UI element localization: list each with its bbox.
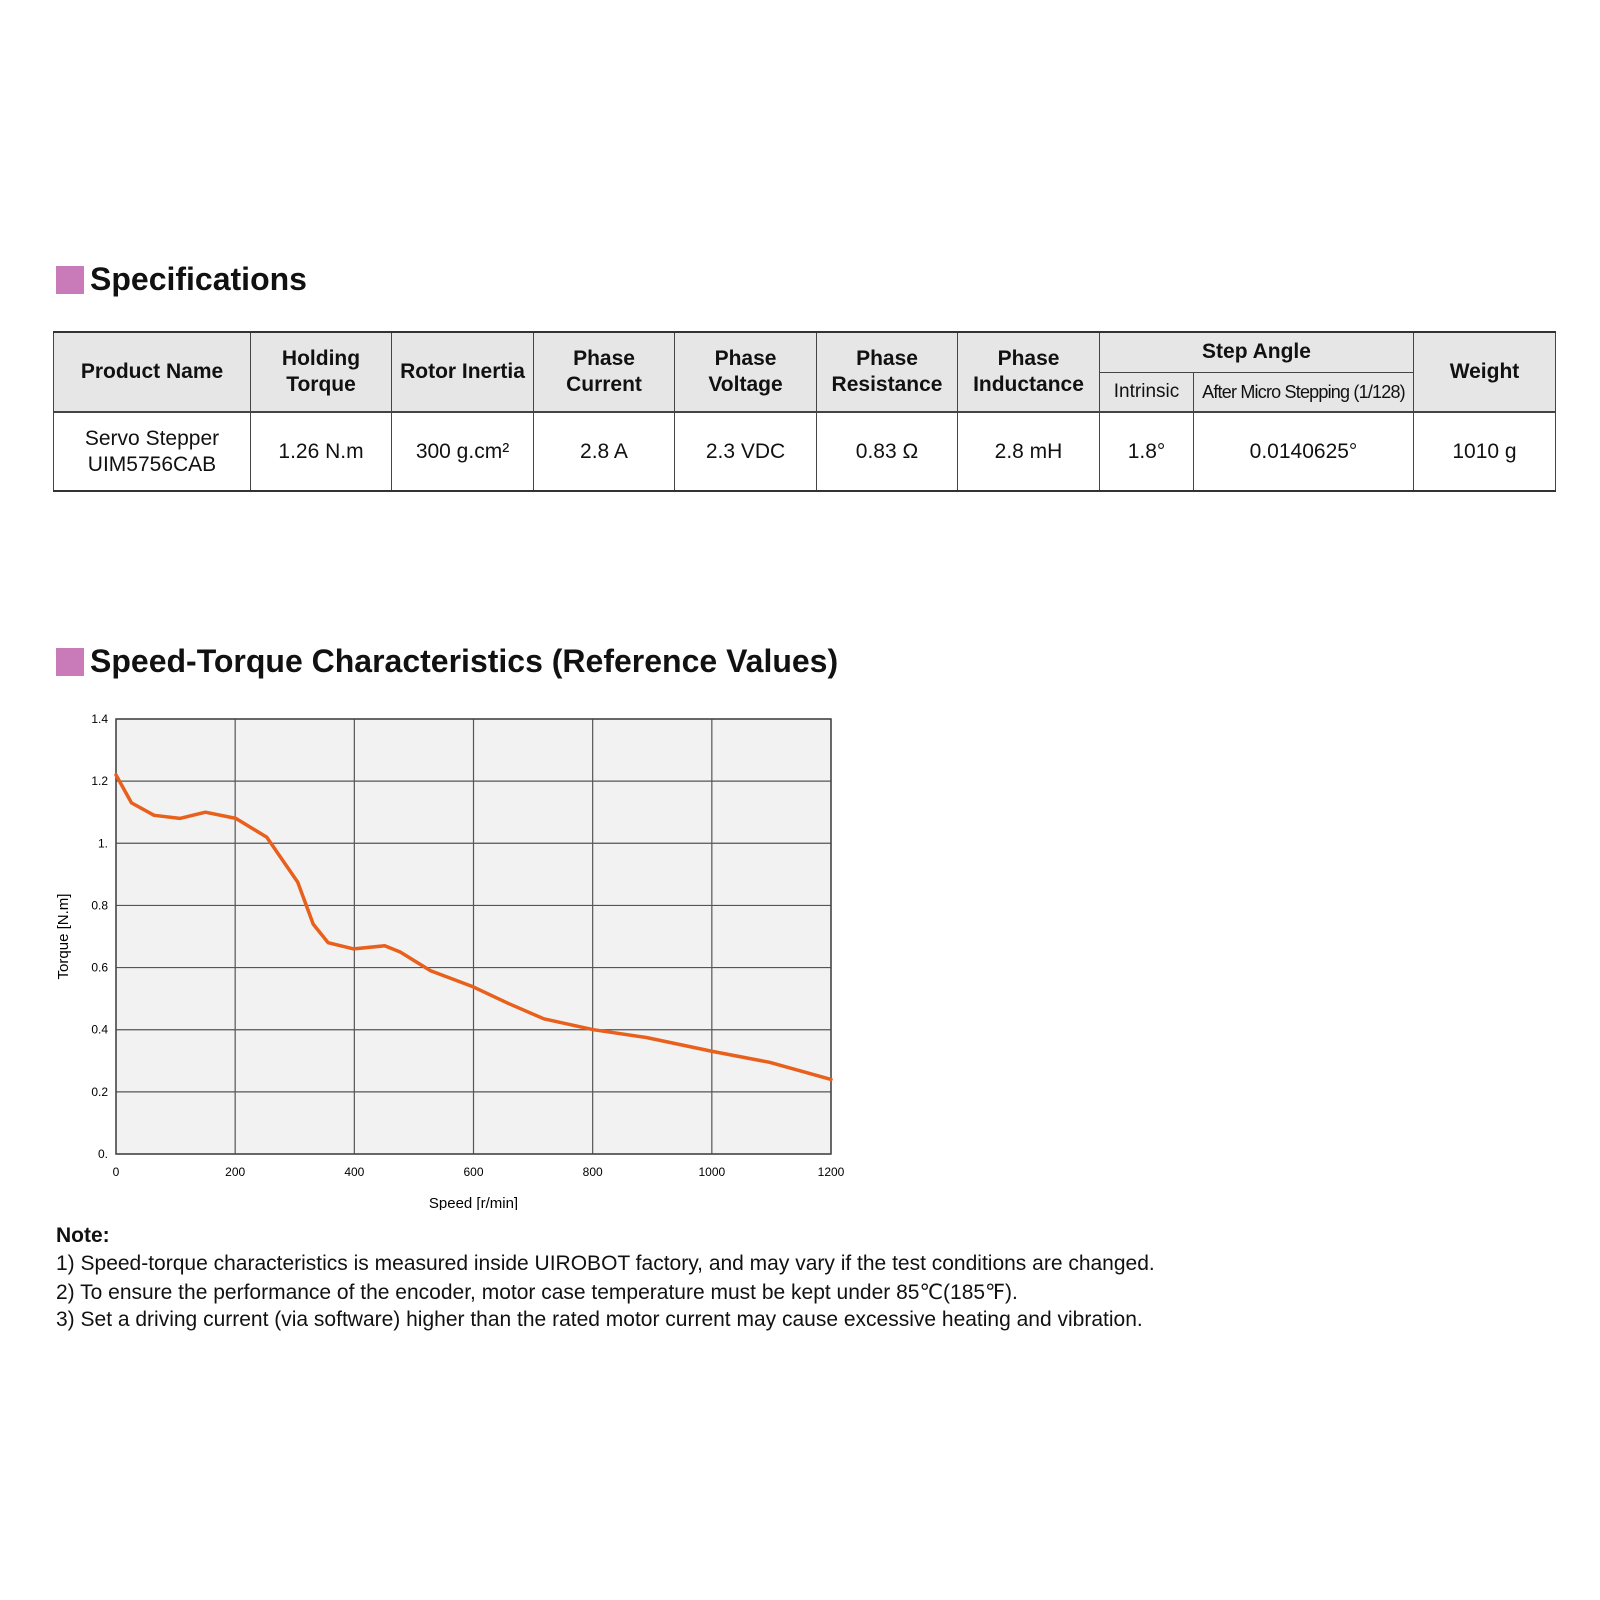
y-tick-label: 0.6 (91, 961, 108, 975)
data-cell: 2.3 VDC (674, 411, 817, 492)
note-line: 2) To ensure the performance of the enco… (56, 1281, 1018, 1304)
data-cell: 0.83 Ω (816, 411, 958, 492)
table-row: Servo Stepper UIM5756CAB 1.26 N.m 300 g.cm… (53, 411, 1556, 492)
header-cell: Holding Torque (250, 331, 392, 412)
header-cell: Rotor Inertia (391, 331, 534, 412)
header-cell: Phase Resistance (816, 331, 958, 412)
y-axis-label: Torque [N.m] (55, 894, 72, 980)
header-cell: Phase Voltage (674, 331, 817, 412)
x-tick-label: 1000 (698, 1165, 725, 1179)
x-tick-label: 200 (225, 1165, 245, 1179)
y-tick-label: 0.2 (91, 1085, 108, 1099)
y-tick-label: 1.4 (91, 712, 108, 726)
title-marker (56, 647, 84, 676)
data-cell: Servo Stepper UIM5756CAB (53, 411, 251, 492)
y-tick-label: 1.2 (91, 774, 108, 788)
data-cell: 1.26 N.m (250, 411, 392, 492)
chart: 0. 0.2 0.4 0.6 0.8 1. 1.2 1.4 0 200 400 600 800 1000 1… (55, 712, 845, 1210)
note-line: 1) Speed-torque characteristics is measu… (56, 1252, 1155, 1275)
header-cell: Phase Inductance (957, 331, 1100, 412)
note-line: 3) Set a driving current (via software) … (56, 1308, 1143, 1331)
header-cell: Product Name (53, 331, 251, 412)
y-tick-label: 0.4 (91, 1023, 108, 1037)
sub-header-cell: Intrinsic (1099, 371, 1194, 412)
y-tick-label: 1. (98, 836, 108, 850)
data-cell: 2.8 mH (957, 411, 1100, 492)
title-marker (56, 265, 84, 294)
plot-frame (115, 718, 832, 1155)
section-title-text: Speed-Torque Characteristics (Reference … (90, 643, 839, 679)
y-tick-label: 0.8 (91, 898, 108, 912)
x-tick-label: 0 (113, 1165, 120, 1179)
x-tick-label: 400 (344, 1165, 364, 1179)
header-cell: Phase Current (533, 331, 675, 412)
x-tick-label: 800 (583, 1165, 603, 1179)
data-cell: 0.0140625° (1193, 411, 1414, 492)
section-title: Specifications (56, 261, 307, 298)
data-cell: 1.8° (1099, 411, 1194, 492)
y-tick-label: 0. (98, 1147, 108, 1161)
x-tick-label: 600 (463, 1165, 483, 1179)
data-cell: 300 g.cm² (391, 411, 534, 492)
spec-table: Product Name Holding Torque Rotor Inerti… (53, 331, 1556, 492)
x-tick-label: 1200 (818, 1165, 845, 1179)
sub-header-cell: After Micro Stepping (1/128) (1193, 371, 1414, 412)
x-axis-label: Speed [r/min] (429, 1195, 518, 1210)
data-line (114, 773, 833, 1082)
data-cell: 2.8 A (533, 411, 675, 492)
header-cell: Weight (1413, 331, 1556, 412)
section-title: Speed-Torque Characteristics (Reference … (56, 643, 838, 680)
note-title: Note: (56, 1224, 110, 1247)
section-title-text: Specifications (90, 261, 307, 297)
header-cell: Step Angle (1099, 331, 1414, 372)
data-cell: 1010 g (1413, 411, 1556, 492)
